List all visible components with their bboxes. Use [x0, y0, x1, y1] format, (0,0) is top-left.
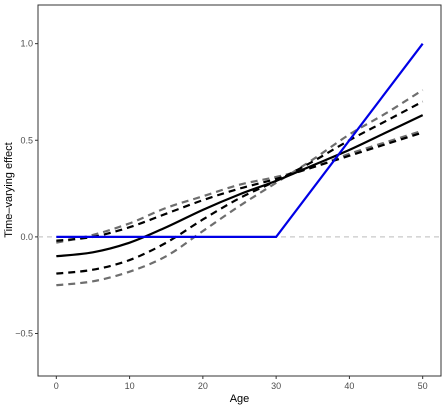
x-axis-title: Age	[230, 393, 250, 405]
y-axis: −0.5 0.0 0.5 1.0	[15, 39, 38, 338]
y-axis-title: Time–varying effect	[3, 142, 15, 237]
grey-dashed-curve-upper	[56, 89, 424, 287]
x-tick-label: 20	[198, 381, 208, 391]
y-tick-label: 1.0	[20, 39, 33, 49]
blue-line	[56, 42, 424, 238]
series-layer	[56, 42, 424, 287]
y-tick-label: 0.0	[20, 232, 33, 242]
x-tick-label: 50	[418, 381, 428, 391]
x-tick-label: 40	[344, 381, 354, 391]
black-dashed-curve-lower	[56, 131, 424, 242]
x-axis: 0 10 20 30 40 50	[54, 376, 428, 391]
black-dashed-curve-upper	[56, 100, 424, 275]
plot-panel	[37, 4, 442, 377]
y-tick-label: 0.5	[20, 135, 33, 145]
black-solid-curve	[56, 114, 424, 258]
x-tick-label: 30	[271, 381, 281, 391]
x-tick-label: 10	[125, 381, 135, 391]
grey-dashed-curve-lower	[56, 129, 424, 244]
y-tick-label: −0.5	[15, 328, 33, 338]
x-tick-label: 0	[54, 381, 59, 391]
